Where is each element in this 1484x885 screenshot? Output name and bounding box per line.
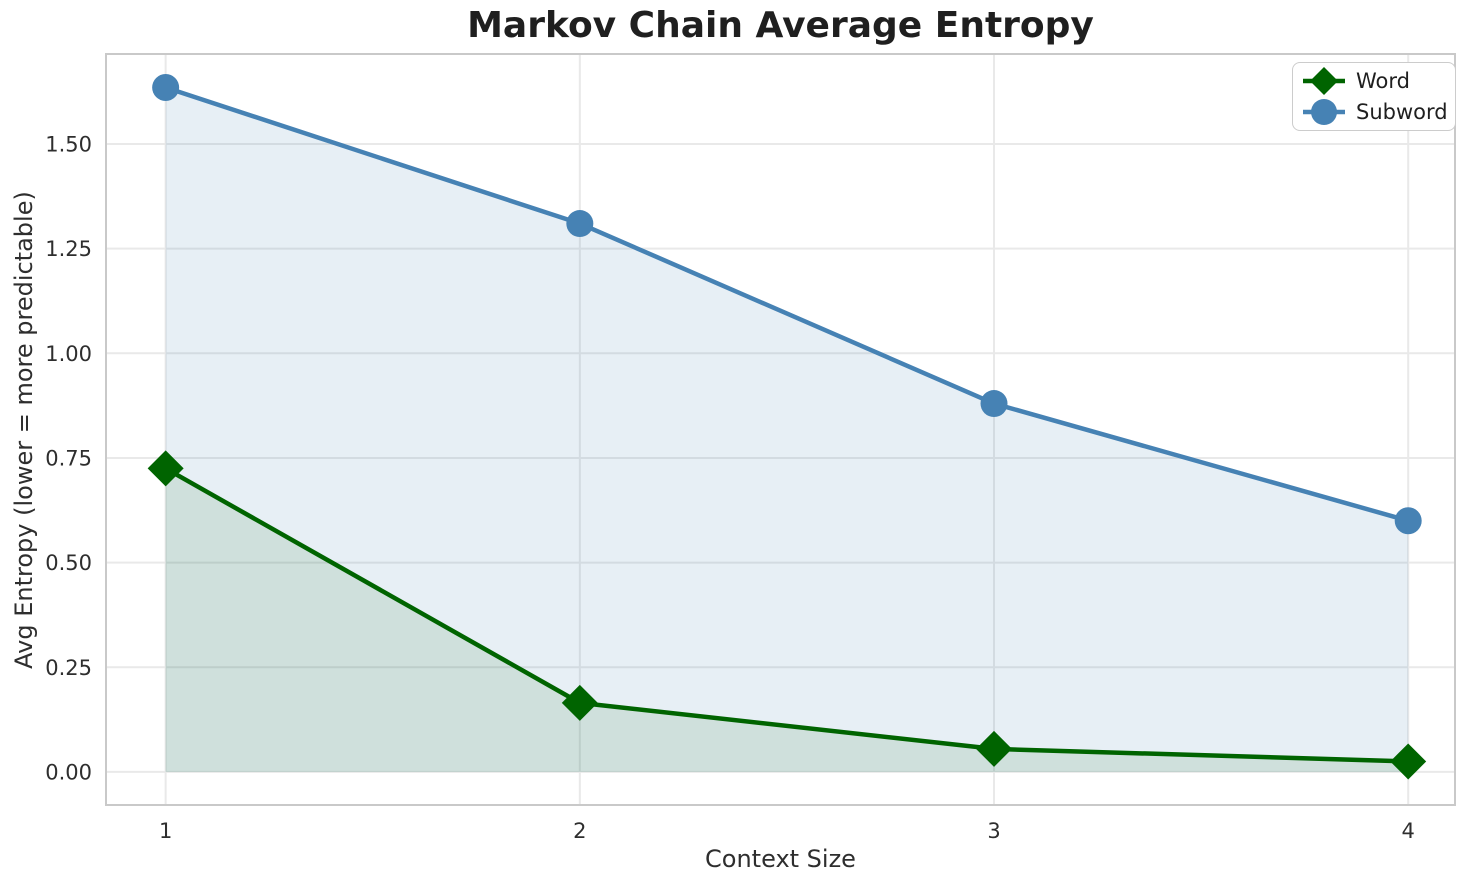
plot-frame bbox=[105, 53, 1456, 806]
x-tick-label: 3 bbox=[987, 819, 1000, 843]
legend-entry-word: Word bbox=[1301, 66, 1447, 96]
word-diamond-icon bbox=[1310, 67, 1338, 95]
y-axis-label: Avg Entropy (lower = more predictable) bbox=[10, 191, 38, 669]
legend-entry-subword: Subword bbox=[1301, 97, 1448, 127]
y-tick-label: 0.25 bbox=[45, 656, 92, 680]
legend: Word Subword bbox=[1292, 62, 1456, 131]
y-tick-label: 0.50 bbox=[45, 551, 92, 575]
legend-label-word: Word bbox=[1356, 69, 1410, 93]
marker-circle-subword bbox=[1394, 507, 1422, 535]
series-line-word bbox=[163, 466, 1411, 764]
legend-label-subword: Subword bbox=[1356, 100, 1448, 124]
area-fill-subword bbox=[165, 87, 1409, 772]
y-tick-label: 0.75 bbox=[45, 446, 92, 470]
chart-title: Markov Chain Average Entropy bbox=[467, 5, 1094, 46]
marker-circle-subword bbox=[152, 73, 180, 101]
marker-circle-subword bbox=[980, 390, 1008, 418]
x-tick-label: 2 bbox=[573, 819, 586, 843]
subword-circle-icon bbox=[1311, 99, 1337, 125]
y-tick-label: 1.25 bbox=[45, 237, 92, 261]
marker-diamond-word bbox=[976, 730, 1013, 767]
y-tick-label: 1.00 bbox=[45, 342, 92, 366]
word-swatch-icon bbox=[1303, 67, 1345, 95]
marker-diamond-word bbox=[1390, 743, 1427, 780]
x-tick-label: 4 bbox=[1402, 819, 1415, 843]
x-axis-label: Context Size bbox=[705, 845, 856, 873]
x-tick-label: 1 bbox=[159, 819, 172, 843]
marker-diamond-word bbox=[147, 450, 184, 487]
marker-circle-subword bbox=[566, 210, 594, 238]
subword-swatch-icon bbox=[1303, 99, 1345, 125]
area-fill-word bbox=[165, 468, 1409, 772]
y-tick-label: 0.00 bbox=[45, 760, 92, 784]
y-tick-label: 1.50 bbox=[45, 133, 92, 157]
marker-diamond-word bbox=[561, 684, 598, 721]
series-line-subword bbox=[163, 85, 1411, 524]
